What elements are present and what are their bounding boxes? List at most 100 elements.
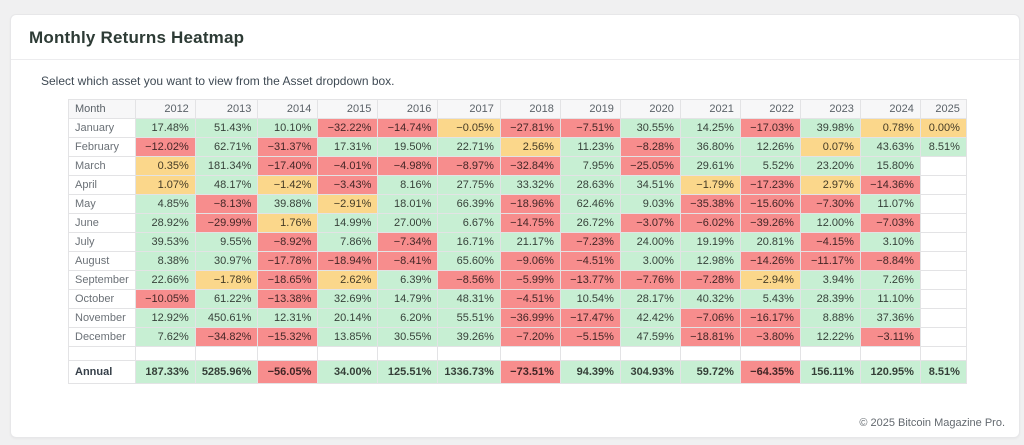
heatmap-cell — [919, 270, 967, 290]
heatmap-cell: −17.03% — [739, 118, 801, 138]
heatmap-cell: 13.85% — [317, 327, 379, 347]
heatmap-cell: 42.42% — [619, 308, 681, 328]
heatmap-cell: 55.51% — [437, 308, 501, 328]
row-label: Annual — [68, 360, 136, 384]
table-header: Month 2012 2013 2014 2015 2016 2017 2018 2019 202… — [68, 99, 967, 119]
heatmap-cell: −17.23% — [739, 175, 801, 195]
heatmap-cell: −5.99% — [499, 270, 561, 290]
heatmap-cell: 5.43% — [739, 289, 801, 309]
heatmap-cell: −13.77% — [559, 270, 621, 290]
spacer-cell — [437, 346, 501, 361]
heatmap-cell: −34.82% — [194, 327, 259, 347]
spacer-cell — [499, 346, 561, 361]
heatmap-cell: 59.72% — [679, 360, 741, 384]
heatmap-cell: 9.55% — [194, 232, 259, 252]
heatmap-cell: −12.02% — [134, 137, 196, 157]
heatmap-cell: 26.72% — [559, 213, 621, 233]
heatmap-cell: 11.07% — [859, 194, 921, 214]
table-row: September 22.66% −1.78% −18.65% 2.62% 6.39% −8… — [68, 270, 967, 290]
heatmap-cell: 2.97% — [799, 175, 861, 195]
heatmap-cell: 0.00% — [919, 118, 967, 138]
heatmap-cell: −14.36% — [859, 175, 921, 195]
heatmap-cell: −4.01% — [317, 156, 379, 176]
heatmap-cell: 4.85% — [134, 194, 196, 214]
heatmap-cell — [919, 232, 967, 252]
row-label: November — [68, 308, 136, 328]
heatmap-cell: 39.53% — [134, 232, 196, 252]
heatmap-cell: 17.31% — [317, 137, 379, 157]
heatmap-cell: −8.56% — [437, 270, 501, 290]
heatmap-cell: 43.63% — [859, 137, 921, 157]
heatmap-cell: −4.98% — [377, 156, 439, 176]
heatmap-cell: 2.56% — [499, 137, 561, 157]
heatmap-cell: −4.15% — [799, 232, 861, 252]
heatmap-cell: −17.40% — [257, 156, 319, 176]
heatmap-cell: −6.02% — [679, 213, 741, 233]
heatmap-cell: −7.23% — [559, 232, 621, 252]
heatmap-cell: 28.63% — [559, 175, 621, 195]
heatmap-cell: 39.88% — [257, 194, 319, 214]
table-row: Annual 187.33% 5285.96% −56.05% 34.00% 125.51… — [68, 360, 967, 384]
heatmap-cell: −7.76% — [619, 270, 681, 290]
heatmap-cell: 40.32% — [679, 289, 741, 309]
heatmap-cell: 187.33% — [134, 360, 196, 384]
heatmap-cell: 5.52% — [739, 156, 801, 176]
heatmap-cell: −18.81% — [679, 327, 741, 347]
heatmap-cell: 22.66% — [134, 270, 196, 290]
spacer-cell — [194, 346, 259, 361]
year-column-header: 2025 — [919, 99, 967, 119]
heatmap-cell: 450.61% — [194, 308, 259, 328]
heatmap-cell: −3.11% — [859, 327, 921, 347]
heatmap-cell: 39.98% — [799, 118, 861, 138]
heatmap-cell: 16.71% — [437, 232, 501, 252]
heatmap-cell: −7.20% — [499, 327, 561, 347]
heatmap-cell: −36.99% — [499, 308, 561, 328]
heatmap-cell: 30.97% — [194, 251, 259, 271]
table-row: July 39.53% 9.55% −8.92% 7.86% −7.34% 16.71% 21… — [68, 232, 967, 252]
heatmap-cell: 20.14% — [317, 308, 379, 328]
heatmap-cell: −17.47% — [559, 308, 621, 328]
heatmap-cell — [919, 308, 967, 328]
month-column-header: Month — [68, 99, 136, 119]
heatmap-cell: 10.10% — [257, 118, 319, 138]
heatmap-cell: 14.79% — [377, 289, 439, 309]
row-label: June — [68, 213, 136, 233]
heatmap-cell: 0.35% — [134, 156, 196, 176]
heatmap-cell: 8.38% — [134, 251, 196, 271]
year-column-header: 2012 — [134, 99, 196, 119]
row-label: October — [68, 289, 136, 309]
row-label: April — [68, 175, 136, 195]
heatmap-cell: 6.39% — [377, 270, 439, 290]
heatmap-cell: 61.22% — [194, 289, 259, 309]
heatmap-cell: 29.61% — [679, 156, 741, 176]
heatmap-cell: 120.95% — [859, 360, 921, 384]
heatmap-cell: −3.80% — [739, 327, 801, 347]
heatmap-cell: −27.81% — [499, 118, 561, 138]
table-row: August 8.38% 30.97% −17.78% −18.94% −8.41% 65.… — [68, 251, 967, 271]
heatmap-cell: −14.74% — [377, 118, 439, 138]
heatmap-cell: 94.39% — [559, 360, 621, 384]
heatmap-cell: 62.71% — [194, 137, 259, 157]
table-row: December 7.62% −34.82% −15.32% 13.85% 30.55% 3… — [68, 327, 967, 347]
heatmap-cell: −25.05% — [619, 156, 681, 176]
year-column-header: 2014 — [257, 99, 319, 119]
year-column-header: 2020 — [619, 99, 681, 119]
year-column-header: 2024 — [859, 99, 921, 119]
row-label: January — [68, 118, 136, 138]
card-header: Monthly Returns Heatmap — [11, 15, 1019, 60]
heatmap-cell: −3.07% — [619, 213, 681, 233]
heatmap-cell: 12.92% — [134, 308, 196, 328]
heatmap-cell: −4.51% — [499, 289, 561, 309]
heatmap-cell: 125.51% — [377, 360, 439, 384]
heatmap-cell: 20.81% — [739, 232, 801, 252]
heatmap-cell: 27.75% — [437, 175, 501, 195]
spacer-row — [68, 346, 967, 361]
heatmap-cell: 1.07% — [134, 175, 196, 195]
heatmap-cell: −5.15% — [559, 327, 621, 347]
heatmap-cell: 10.54% — [559, 289, 621, 309]
table-row: November 12.92% 450.61% 12.31% 20.14% 6.20% 55… — [68, 308, 967, 328]
heatmap-cell: −1.42% — [257, 175, 319, 195]
heatmap-cell: −8.84% — [859, 251, 921, 271]
spacer-cell — [859, 346, 921, 361]
row-label: July — [68, 232, 136, 252]
